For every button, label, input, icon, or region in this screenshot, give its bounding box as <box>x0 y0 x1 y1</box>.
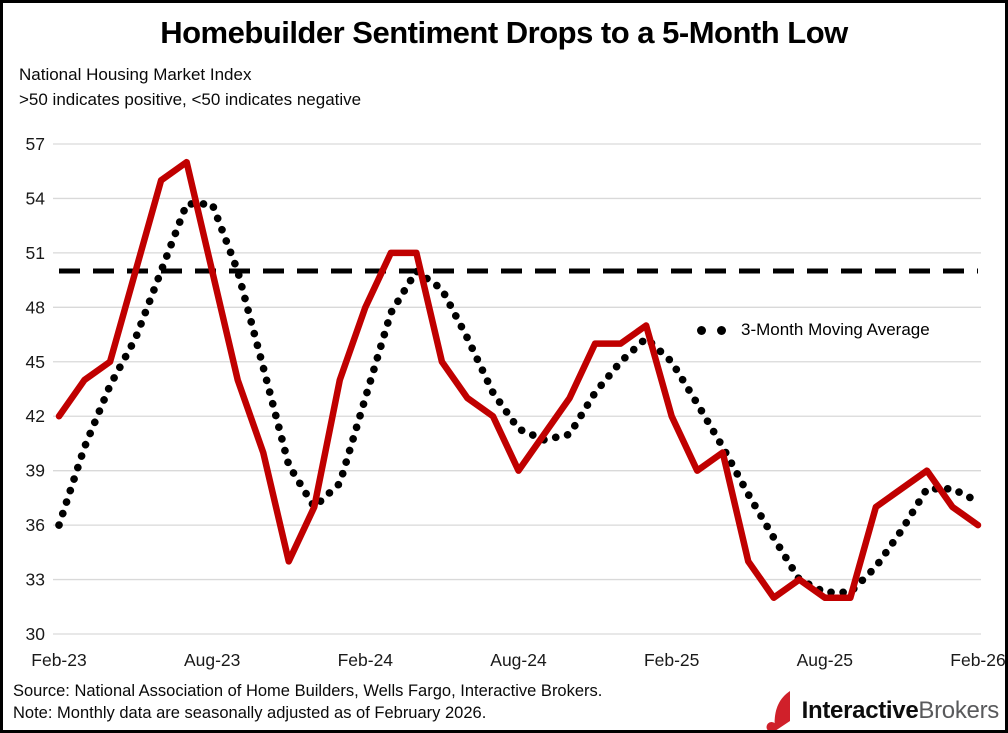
y-axis-tick-label: 33 <box>26 570 45 590</box>
chart-subtitle-line1: National Housing Market Index <box>19 65 252 84</box>
legend-dot-icon <box>697 325 706 335</box>
moving-average-series <box>55 200 982 597</box>
x-axis-tick-label: Aug-25 <box>797 650 853 670</box>
y-axis-tick-label: 48 <box>26 297 45 317</box>
note-text: Note: Monthly data are seasonally adjust… <box>13 704 487 722</box>
interactive-brokers-logo: InteractiveBrokers <box>766 690 1000 730</box>
x-axis-tick-label: Feb-24 <box>338 650 394 670</box>
spinnaker-icon <box>766 691 790 730</box>
x-axis-tick-label: Feb-23 <box>31 650 86 670</box>
source-text: Source: National Association of Home Bui… <box>13 682 603 700</box>
line-chart-plot-area: 57 54 51 48 45 42 39 36 33 30 Feb-23 Aug-23 Feb-24 Au… <box>26 134 1005 670</box>
chart-title: Homebuilder Sentiment Drops to a 5-Month… <box>160 15 848 50</box>
x-axis-tick-label: Aug-23 <box>184 650 240 670</box>
y-axis-tick-label: 42 <box>26 406 45 426</box>
logo-part1: Interactive <box>801 697 919 724</box>
housing-market-index-series <box>55 158 982 601</box>
legend: 3-Month Moving Average <box>697 320 930 340</box>
x-axis-tick-label: Feb-26 <box>950 650 1005 670</box>
y-axis-tick-label: 45 <box>26 352 45 372</box>
legend-label: 3-Month Moving Average <box>741 320 930 339</box>
y-axis-tick-label: 57 <box>26 134 45 154</box>
y-axis-tick-label: 36 <box>26 515 45 535</box>
y-axis-tick-label: 51 <box>26 243 45 263</box>
logo-wordmark: InteractiveBrokers <box>801 697 1000 725</box>
y-axis-tick-label: 54 <box>26 188 46 208</box>
legend-dot-icon <box>717 325 726 335</box>
y-axis-tick-label: 39 <box>26 461 45 481</box>
logo-part2: Brokers <box>918 697 999 724</box>
x-axis-tick-label: Feb-25 <box>644 650 699 670</box>
y-axis-tick-label: 30 <box>26 624 46 644</box>
x-axis-tick-label: Aug-24 <box>490 650 547 670</box>
chart-subtitle-line2: >50 indicates positive, <50 indicates ne… <box>19 90 362 109</box>
